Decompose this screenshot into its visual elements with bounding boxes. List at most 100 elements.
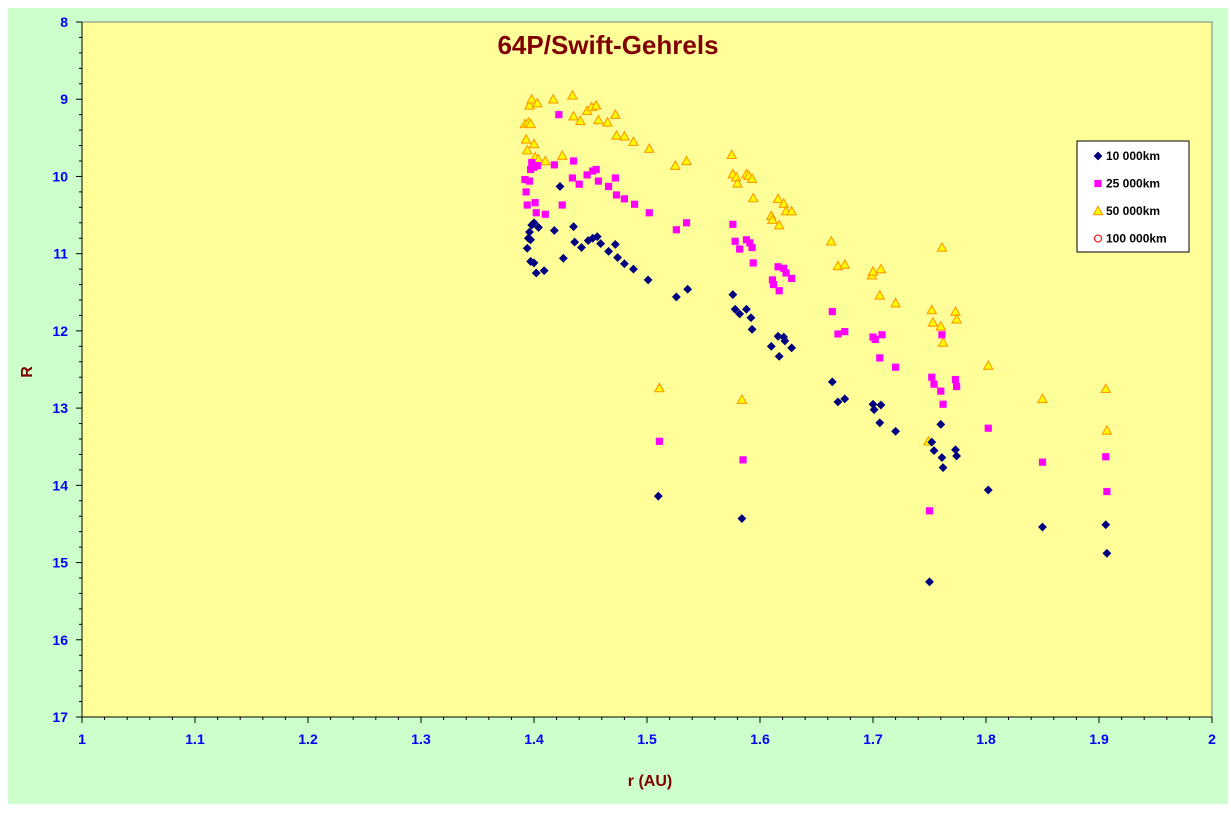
- data-point-diamond: [747, 324, 757, 334]
- data-point-square: [775, 287, 783, 295]
- data-point-triangle: [1100, 383, 1112, 394]
- data-point-triangle: [568, 110, 580, 121]
- data-point-diamond: [522, 243, 532, 253]
- data-point-triangle: [731, 177, 743, 188]
- data-point-diamond: [683, 284, 693, 294]
- y-tick-label: 16: [52, 632, 68, 648]
- data-point-square: [748, 243, 756, 252]
- data-point-triangle: [523, 99, 536, 110]
- data-point-triangle: [669, 159, 681, 170]
- data-point-diamond: [671, 292, 681, 302]
- data-point-square: [828, 307, 836, 316]
- chart-title: 64P/Swift-Gehrels: [497, 30, 718, 60]
- data-point-diamond: [938, 463, 948, 472]
- data-point-diamond: [742, 304, 751, 314]
- data-point-triangle: [927, 316, 939, 327]
- data-point-diamond: [876, 400, 886, 410]
- x-tick-label: 1.8: [976, 731, 996, 747]
- data-point-diamond: [774, 351, 784, 361]
- y-tick-label: 17: [52, 709, 68, 725]
- data-point-square: [782, 269, 790, 277]
- x-tick-label: 1.3: [411, 731, 431, 747]
- data-point-diamond: [592, 232, 602, 242]
- data-point-diamond: [1102, 548, 1112, 558]
- data-point-square: [533, 162, 541, 170]
- y-tick-label: 12: [52, 323, 68, 339]
- data-point-square: [1038, 458, 1047, 466]
- data-point-triangle: [726, 149, 738, 160]
- data-point-diamond: [766, 341, 776, 351]
- data-point-square: [878, 331, 886, 339]
- data-point-triangle: [547, 93, 559, 104]
- data-point-square: [768, 276, 777, 284]
- data-point-triangle: [773, 219, 785, 230]
- data-point-square: [583, 171, 591, 179]
- data-point-square: [522, 188, 530, 196]
- data-point-triangle: [592, 114, 604, 125]
- data-point-diamond: [529, 258, 539, 268]
- data-point-triangle: [935, 320, 947, 331]
- data-point-diamond: [737, 514, 747, 523]
- data-point-triangle: [521, 144, 533, 155]
- data-point-triangle: [539, 155, 551, 166]
- data-point-square: [620, 195, 628, 203]
- data-point-diamond: [555, 182, 565, 191]
- data-point-diamond: [833, 397, 843, 407]
- data-point-diamond: [610, 239, 620, 249]
- data-point-diamond: [952, 451, 962, 461]
- data-point-diamond: [531, 268, 541, 278]
- y-tick-label: 10: [52, 168, 68, 184]
- data-point-triangle: [936, 241, 948, 252]
- x-tick-label: 1.6: [750, 731, 770, 747]
- data-point-diamond: [604, 246, 614, 256]
- data-point-square: [951, 375, 960, 384]
- x-tick-label: 2: [1208, 731, 1216, 747]
- y-tick-label: 9: [60, 91, 68, 107]
- data-point-square: [1103, 487, 1111, 496]
- x-tick-label: 1.4: [524, 731, 544, 747]
- data-point-diamond: [596, 239, 606, 249]
- data-point-square: [525, 177, 534, 185]
- data-point-diamond: [629, 264, 638, 274]
- data-point-triangle: [525, 118, 537, 129]
- y-tick-label: 11: [53, 246, 68, 262]
- data-point-diamond: [936, 419, 946, 429]
- data-point-triangle: [681, 155, 693, 166]
- data-point-square: [568, 174, 577, 182]
- data-point-square: [630, 200, 639, 208]
- data-point-square: [592, 165, 600, 174]
- data-point-diamond: [525, 227, 534, 237]
- data-point-triangle: [609, 108, 621, 119]
- data-point-square: [541, 210, 549, 218]
- legend-marker-circle: [1093, 234, 1103, 243]
- data-point-square: [521, 175, 529, 184]
- data-point-diamond: [840, 394, 850, 404]
- y-axis-title: R: [19, 366, 36, 378]
- data-point-diamond: [728, 290, 738, 300]
- data-point-square: [532, 209, 540, 217]
- data-point-diamond: [534, 222, 543, 232]
- data-point-square: [575, 180, 583, 188]
- data-point-triangle: [1101, 424, 1113, 435]
- data-point-square: [594, 177, 603, 185]
- data-point-triangle: [736, 393, 748, 404]
- data-point-triangle: [1036, 393, 1049, 404]
- x-tick-label: 1: [78, 731, 86, 747]
- data-points: [519, 89, 1113, 587]
- data-point-triangle: [747, 192, 759, 203]
- data-point-diamond: [549, 226, 559, 235]
- plot-area: [81, 21, 1213, 718]
- data-point-diamond: [780, 336, 790, 346]
- data-point-square: [928, 373, 936, 381]
- data-point-triangle: [778, 197, 790, 208]
- data-point-diamond: [539, 266, 549, 276]
- data-point-square: [930, 380, 938, 388]
- legend-label: 50 000km: [1106, 204, 1160, 218]
- data-point-square: [938, 331, 946, 339]
- legend-box: [1076, 140, 1190, 253]
- data-point-triangle: [574, 115, 586, 126]
- data-point-triangle: [556, 149, 568, 160]
- data-point-square: [834, 330, 842, 338]
- legend-label: 100 000km: [1106, 232, 1167, 246]
